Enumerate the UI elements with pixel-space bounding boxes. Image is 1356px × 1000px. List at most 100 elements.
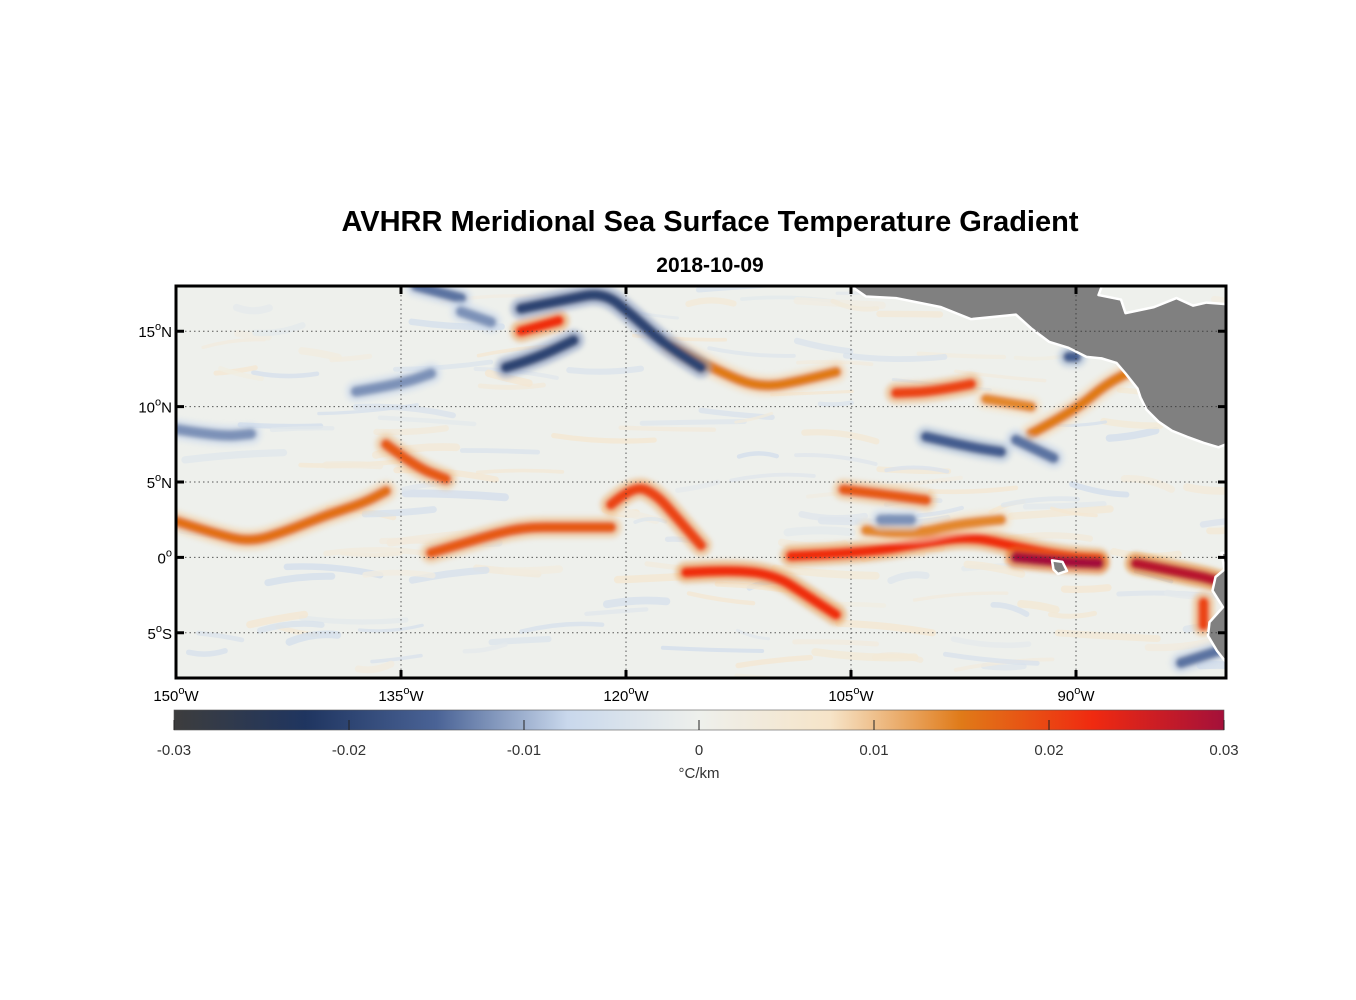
colorbar-tick-label: 0.02: [1034, 742, 1063, 759]
warm-front: [980, 393, 1037, 413]
colorbar-ticks: -0.03 -0.02 -0.01 0 0.01 0.02 0.03: [157, 720, 1239, 759]
texture-streak: [794, 453, 878, 466]
cool-front: [176, 423, 257, 441]
texture-streak: [912, 591, 1009, 602]
texture-streak: [990, 601, 1030, 617]
texture-streak: [401, 489, 509, 502]
land-galapagos: [1050, 559, 1069, 576]
colorbar-tick-label: 0.01: [859, 742, 888, 759]
texture-streak: [736, 451, 779, 459]
lat-tick-label: 10oN: [138, 397, 172, 417]
lon-tick-label: 90oW: [1058, 685, 1096, 705]
texture-streak: [370, 653, 423, 664]
texture-streak: [1120, 475, 1176, 493]
texture-streak: [377, 415, 477, 427]
colorbar-tick-label: 0.03: [1209, 742, 1238, 759]
texture-streak: [408, 566, 490, 584]
texture-streak: [887, 571, 930, 585]
texture-streak: [503, 565, 564, 575]
texture-streak: [361, 506, 437, 518]
gradient-features: [176, 286, 1226, 674]
texture-streak: [963, 560, 1026, 578]
colorbar-tick-label: -0.01: [507, 742, 541, 759]
texture-streak: [1105, 426, 1160, 442]
texture-streak: [196, 630, 245, 643]
texture-streak: [685, 297, 737, 308]
texture-streak: [185, 648, 228, 657]
texture-streak: [519, 621, 605, 634]
land-south-america: [1206, 551, 1226, 665]
map-area: [176, 286, 1226, 678]
texture-streak: [357, 623, 424, 633]
texture-streak: [1054, 629, 1161, 643]
lat-tick-label: 0o: [158, 547, 172, 567]
texture-streak: [660, 645, 765, 653]
texture-streak: [1022, 501, 1107, 510]
texture-streak: [980, 662, 1027, 671]
texture-streak: [246, 610, 309, 629]
texture-streak: [633, 517, 668, 524]
texture-streak: [251, 370, 320, 379]
texture-streak: [252, 322, 306, 337]
lon-tick-label: 105oW: [828, 685, 874, 705]
warm-front: [680, 565, 842, 621]
texture-streak: [477, 382, 546, 390]
texture-streak: [1196, 661, 1226, 670]
texture-streak: [1017, 599, 1060, 614]
warm-front: [425, 521, 617, 559]
texture-streak: [835, 619, 937, 637]
texture-streak: [181, 448, 288, 464]
texture-streak: [269, 426, 335, 433]
texture-streak: [484, 369, 533, 387]
texture-streak: [954, 369, 1047, 383]
texture-streak: [950, 636, 1032, 649]
texture-streak: [551, 432, 657, 444]
texture-streak: [1047, 610, 1098, 619]
texture-streak: [817, 400, 854, 407]
cool-front: [410, 286, 467, 304]
texture-streak: [1211, 295, 1226, 305]
colorbar: -0.03 -0.02 -0.01 0 0.01 0.02 0.03 °C/km: [157, 709, 1239, 782]
cool-front: [455, 306, 497, 328]
texture-streak: [566, 365, 644, 375]
texture-streak: [801, 429, 880, 445]
lon-tick-label: 120oW: [603, 685, 649, 705]
texture-streak: [618, 425, 717, 432]
lat-tick-label: 5oS: [148, 623, 172, 643]
texture-streak: [373, 425, 449, 436]
texture-streak: [584, 607, 649, 616]
texture-streak: [686, 591, 756, 606]
texture-streak: [488, 635, 552, 646]
texture-streak: [735, 628, 771, 641]
texture-streak: [340, 551, 403, 558]
texture-streak: [675, 479, 721, 493]
texture-streak: [256, 620, 325, 634]
texture-streak: [323, 547, 427, 557]
lat-tick-label: 5oN: [147, 472, 172, 492]
warm-front: [838, 484, 932, 506]
colorbar-tick-label: -0.03: [157, 742, 191, 759]
cool-front: [350, 367, 437, 398]
texture-streak: [793, 337, 854, 355]
texture-streak: [735, 654, 814, 669]
texture-streak: [1060, 584, 1112, 594]
colorbar-tick-label: 0: [695, 742, 703, 759]
texture-streak: [783, 526, 856, 537]
chart-title: AVHRR Meridional Sea Surface Temperature…: [341, 206, 1079, 238]
warm-front: [515, 315, 564, 337]
texture-streak: [1007, 505, 1114, 520]
texture-streak: [475, 468, 565, 475]
warm-front: [860, 514, 1007, 538]
texture-streak: [459, 448, 541, 455]
texture-streak: [729, 472, 816, 483]
texture-streak: [233, 329, 272, 341]
texture-streak: [927, 485, 1019, 495]
texture-streak: [1000, 496, 1080, 508]
warm-front: [605, 483, 707, 551]
texture-streak: [830, 298, 880, 312]
texture-streak: [298, 347, 342, 362]
texture-streak: [1199, 518, 1226, 528]
texture-streak: [639, 419, 747, 426]
texture-streak: [285, 630, 342, 646]
texture-streak: [876, 310, 944, 318]
